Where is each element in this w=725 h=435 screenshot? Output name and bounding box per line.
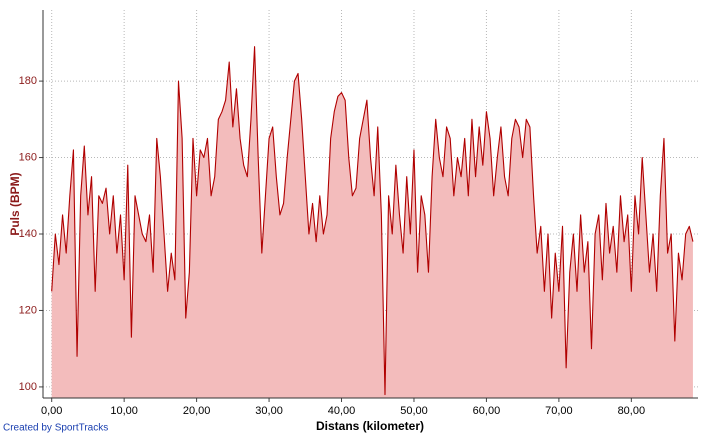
x-tick-label: 20,00 [183, 405, 211, 417]
x-tick-label: 0,00 [41, 405, 62, 417]
y-tick-label: 140 [19, 228, 37, 240]
line [51, 46, 694, 396]
y-tick-label: 160 [19, 151, 37, 163]
y-tick-label: 180 [19, 75, 37, 87]
x-tick-label: 30,00 [255, 405, 283, 417]
x-tick-label: 60,00 [473, 405, 501, 417]
y-axis-label: Puls (BPM) [8, 172, 22, 235]
area-fill [51, 46, 693, 398]
x-tick-label: 50,00 [400, 405, 428, 417]
x-tick-label: 10,00 [110, 405, 138, 417]
x-tick-label: 40,00 [328, 405, 356, 417]
y-tick-label: 100 [19, 381, 37, 393]
x-axis-label: Distans (kilometer) [316, 419, 424, 433]
x-tick-label: 70,00 [545, 405, 573, 417]
x-tick-label: 80,00 [618, 405, 646, 417]
footer: Created by SportTracks [3, 423, 108, 434]
y-tick-label: 120 [19, 304, 37, 316]
